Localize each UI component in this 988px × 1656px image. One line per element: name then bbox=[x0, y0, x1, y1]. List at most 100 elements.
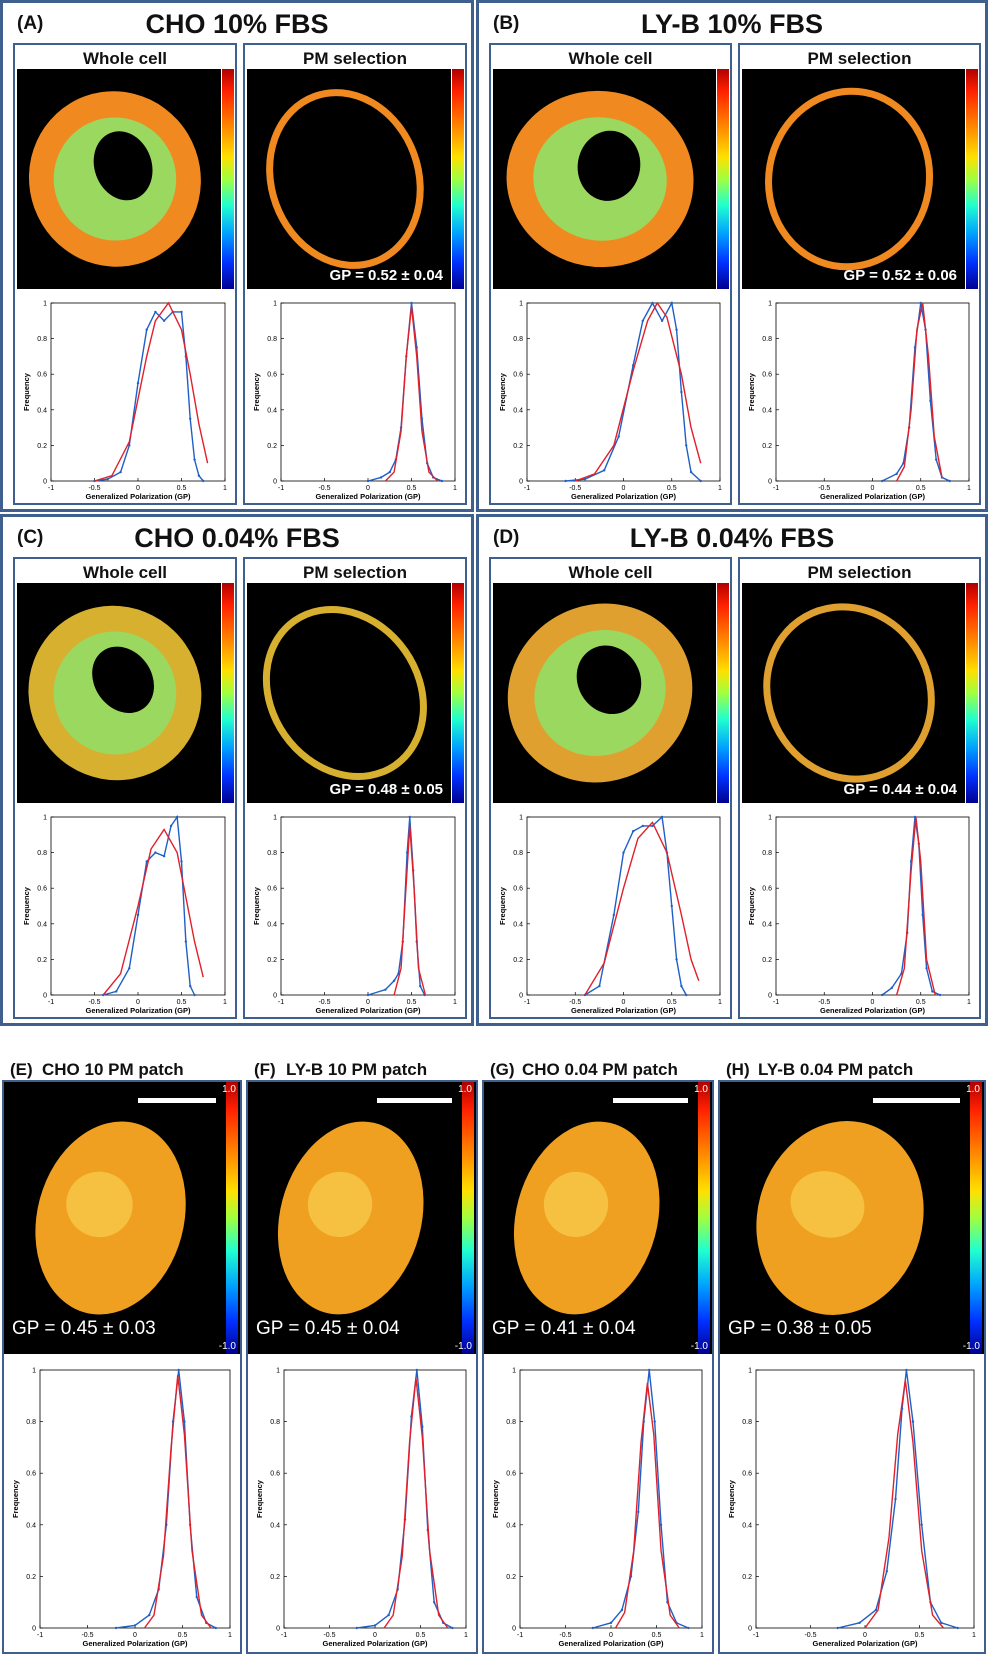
y-tick-label: 0 bbox=[519, 479, 523, 486]
chart-container: -1 -0.5 0 0.5 1 0 0.2 0.4 0.6 0.8 1 Generalized Pol… bbox=[493, 809, 728, 1017]
data-point bbox=[197, 474, 201, 477]
x-tick-label: -0.5 bbox=[88, 485, 100, 492]
patch-drawing bbox=[513, 1121, 660, 1315]
data-point bbox=[858, 1621, 861, 1625]
y-tick-label: 0.2 bbox=[762, 443, 772, 450]
patch-label: (G) bbox=[490, 1060, 515, 1079]
y-tick-label: 0.4 bbox=[513, 407, 523, 414]
y-tick-label: 0.4 bbox=[270, 1522, 280, 1529]
panel-label: (D) bbox=[493, 527, 520, 548]
y-tick-label: 0.4 bbox=[742, 1522, 752, 1529]
data-point bbox=[451, 1626, 454, 1630]
data-point bbox=[145, 328, 148, 331]
y-tick-label: 0.4 bbox=[267, 921, 277, 928]
x-tick-label: -0.5 bbox=[818, 485, 830, 492]
x-tick-label: 1 bbox=[967, 999, 971, 1006]
data-point bbox=[373, 1624, 377, 1627]
y-tick-label: 1 bbox=[519, 301, 523, 308]
y-tick-label: 0.6 bbox=[742, 1471, 752, 1478]
gp-histogram-E: -1 -0.5 0 0.5 1 0 0.2 0.4 0.6 0.8 1 Generalized Pol… bbox=[11, 1368, 232, 1649]
pm-selection-subpanel: PM selection GP = 0.48 ± 0.05 -1 -0.5 0 0.5 1 0… bbox=[243, 557, 467, 1019]
data-point bbox=[189, 417, 192, 420]
x-axis-label: Generalized Polarization (GP) bbox=[820, 1006, 926, 1015]
y-tick-label: 0.4 bbox=[762, 921, 772, 928]
plasma-membrane bbox=[262, 606, 427, 780]
colorbar bbox=[226, 1082, 238, 1354]
subpanel-title: Whole cell bbox=[568, 49, 653, 68]
data-point bbox=[631, 830, 635, 833]
pm-patch-highlight bbox=[307, 1171, 373, 1237]
y-tick-label: 0.6 bbox=[762, 886, 772, 893]
data-point bbox=[408, 815, 411, 819]
colorbar bbox=[462, 1082, 474, 1354]
y-tick-label: 0.2 bbox=[270, 1574, 280, 1581]
patch-title: LY-B 0.04 PM patch bbox=[758, 1060, 914, 1079]
colorbar-min-label: -1.0 bbox=[690, 1341, 708, 1352]
data-point bbox=[193, 993, 196, 997]
y-axis-label: Frequency bbox=[22, 886, 31, 925]
y-tick-label: 0.4 bbox=[267, 407, 277, 414]
x-tick-label: -1 bbox=[773, 485, 779, 492]
plot-frame bbox=[775, 816, 970, 996]
pm-patch-highlight bbox=[66, 1171, 133, 1238]
x-axis-label: Generalized Polarization (GP) bbox=[315, 1006, 421, 1015]
whole-cell-image bbox=[17, 69, 221, 289]
y-tick-label: 0.4 bbox=[26, 1522, 36, 1529]
data-point bbox=[177, 1368, 180, 1372]
data-point bbox=[911, 1420, 915, 1423]
y-tick-label: 1 bbox=[273, 301, 277, 308]
x-tick-label: 0 bbox=[863, 1632, 867, 1639]
data-point bbox=[925, 967, 928, 970]
whole-cell-image bbox=[493, 583, 716, 803]
x-tick-label: 0.5 bbox=[178, 1632, 188, 1639]
y-axis-label: Frequency bbox=[255, 1479, 264, 1518]
series-line-fit bbox=[864, 1380, 945, 1629]
y-axis-label: Frequency bbox=[727, 1479, 736, 1518]
data-point bbox=[148, 1613, 151, 1617]
series-line-data bbox=[881, 816, 941, 996]
scale-bar bbox=[376, 1098, 452, 1103]
y-tick-label: 0 bbox=[519, 993, 523, 1000]
data-point bbox=[128, 444, 131, 447]
x-axis-label: Generalized Polarization (GP) bbox=[812, 1639, 918, 1648]
plasma-membrane bbox=[763, 603, 935, 783]
whole-cell-subpanel: Whole cell -1 -0.5 0 0.5 1 0 0.2 0.4 0.6 0.8 1 Gener… bbox=[489, 43, 732, 505]
x-tick-label: -0.5 bbox=[81, 1632, 93, 1639]
data-point bbox=[128, 967, 131, 970]
data-point bbox=[115, 990, 118, 993]
data-point bbox=[609, 1621, 613, 1625]
patch-image: 1.0 -1.0 GP = 0.45 ± 0.04 bbox=[248, 1082, 476, 1354]
y-tick-label: 0.6 bbox=[513, 372, 523, 379]
data-point bbox=[136, 913, 140, 917]
x-tick-label: 1 bbox=[453, 485, 457, 492]
panel-title: CHO 0.04% FBS bbox=[134, 523, 340, 553]
x-tick-label: -0.5 bbox=[318, 485, 330, 492]
colorbar-max-label: 1.0 bbox=[966, 1084, 980, 1095]
x-tick-label: 0 bbox=[136, 999, 140, 1006]
y-tick-label: 0.2 bbox=[506, 1574, 516, 1581]
pm-selection-subpanel: PM selection GP = 0.52 ± 0.04 -1 -0.5 0 0.5 1 0… bbox=[243, 43, 467, 505]
x-tick-label: 1 bbox=[700, 1632, 704, 1639]
nucleus bbox=[577, 130, 641, 201]
pm-patch-highlight bbox=[543, 1171, 609, 1237]
y-tick-label: 0.6 bbox=[26, 1471, 36, 1478]
gp-histogram-F: -1 -0.5 0 0.5 1 0 0.2 0.4 0.6 0.8 1 Generalized Pol… bbox=[255, 1368, 468, 1649]
x-tick-label: -0.5 bbox=[559, 1632, 571, 1639]
patch-image: 1.0 -1.0 GP = 0.38 ± 0.05 bbox=[720, 1082, 984, 1354]
data-point bbox=[637, 1510, 640, 1514]
data-point bbox=[905, 1368, 908, 1372]
y-axis-label: Frequency bbox=[498, 372, 507, 411]
series-line-fit bbox=[94, 301, 209, 482]
nucleus bbox=[576, 645, 642, 715]
scale-bar bbox=[872, 1098, 960, 1103]
y-tick-label: 0.2 bbox=[26, 1574, 36, 1581]
y-tick-label: 1 bbox=[43, 301, 47, 308]
series-line-fit bbox=[584, 821, 700, 996]
data-point bbox=[675, 958, 678, 961]
data-point bbox=[432, 1601, 436, 1604]
y-tick-label: 0.2 bbox=[267, 443, 277, 450]
data-point bbox=[938, 993, 942, 997]
x-tick-label: 0 bbox=[366, 999, 370, 1006]
data-point bbox=[670, 301, 673, 305]
data-point bbox=[195, 1595, 198, 1599]
